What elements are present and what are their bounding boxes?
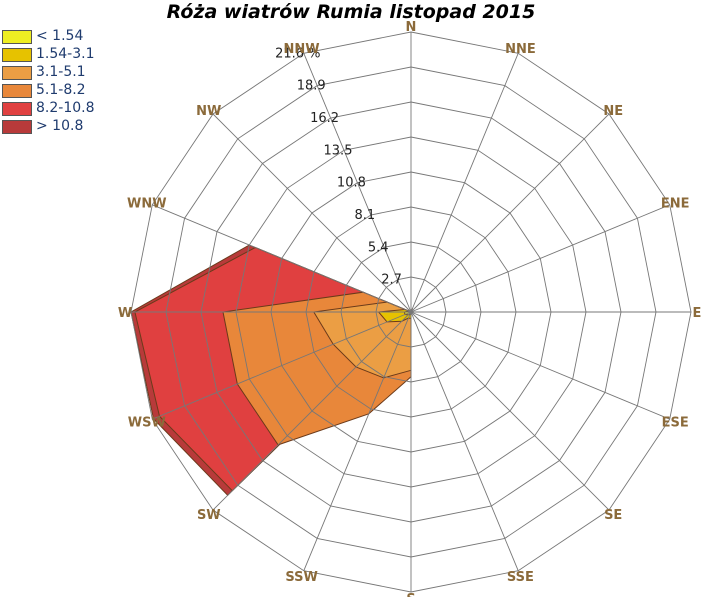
- direction-label: NNW: [284, 42, 320, 57]
- ring-tick-label: 16.2: [310, 111, 339, 126]
- grid-spoke: [410, 311, 610, 511]
- direction-label: S: [406, 592, 415, 597]
- grid-spoke: [303, 311, 412, 571]
- ring-tick-label: 5.4: [368, 240, 389, 255]
- direction-label: SSW: [285, 570, 317, 585]
- grid-spoke: [152, 204, 412, 313]
- grid-spoke: [410, 204, 670, 313]
- legend-label: 1.54-3.1: [36, 46, 95, 62]
- direction-label: N: [406, 20, 417, 35]
- grid-spoke: [410, 113, 610, 313]
- direction-label: SW: [197, 508, 221, 523]
- ring-tick-label: 8.1: [354, 208, 375, 223]
- direction-label: SE: [604, 508, 622, 523]
- legend-swatch: [2, 102, 32, 116]
- grid-spoke: [152, 311, 412, 420]
- ring-tick-label: 13.5: [324, 143, 353, 158]
- legend-label: < 1.54: [36, 28, 84, 44]
- direction-label: E: [693, 306, 702, 321]
- grid-spoke: [212, 113, 412, 313]
- direction-label: ENE: [661, 197, 690, 212]
- direction-label: WNW: [127, 197, 167, 212]
- ring-tick-label: 18.9: [297, 79, 326, 94]
- grid-spoke: [410, 311, 519, 571]
- direction-label: NW: [196, 104, 221, 119]
- legend-swatch: [2, 30, 32, 44]
- ring-tick-label: 2.7: [381, 273, 402, 288]
- legend-swatch: [2, 120, 32, 134]
- direction-label: ESE: [662, 415, 689, 430]
- chart-title: Róża wiatrów Rumia listopad 2015: [166, 1, 536, 23]
- legend-swatch: [2, 84, 32, 98]
- legend-label: > 10.8: [36, 118, 84, 134]
- ring-tick-label: 10.8: [337, 176, 366, 191]
- grid-spoke: [410, 53, 519, 313]
- ring-tick-label: 21.6 %: [275, 46, 320, 61]
- grid-spoke: [212, 311, 412, 511]
- legend-swatch: [2, 66, 32, 80]
- legend-swatch: [2, 48, 32, 62]
- legend-label: 8.2-10.8: [36, 100, 95, 116]
- direction-label: W: [118, 306, 132, 321]
- direction-label: NNE: [505, 42, 536, 57]
- direction-label: SSE: [507, 570, 534, 585]
- direction-label: NE: [603, 104, 623, 119]
- direction-label: WSW: [128, 415, 166, 430]
- grid-spoke: [303, 53, 412, 313]
- grid-spoke: [410, 311, 670, 420]
- legend-label: 5.1-8.2: [36, 82, 86, 98]
- legend-label: 3.1-5.1: [36, 64, 86, 80]
